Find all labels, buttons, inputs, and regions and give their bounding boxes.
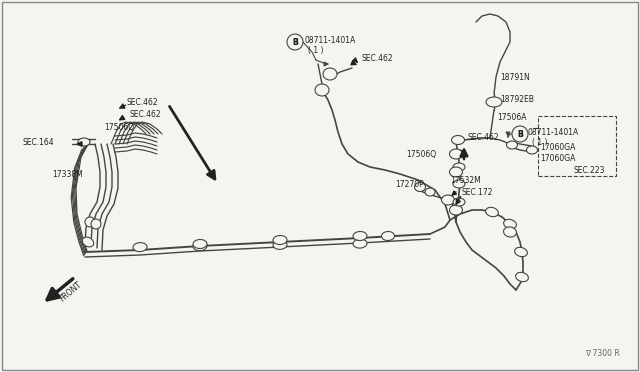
Ellipse shape	[453, 150, 465, 158]
Text: 18792EB: 18792EB	[500, 94, 534, 103]
Ellipse shape	[353, 231, 367, 241]
Ellipse shape	[193, 242, 207, 251]
Bar	[538, 116, 616, 176]
Text: SEC.223: SEC.223	[574, 166, 605, 174]
Ellipse shape	[453, 180, 465, 188]
Ellipse shape	[315, 84, 329, 96]
Text: 17506A: 17506A	[497, 112, 527, 122]
Ellipse shape	[78, 138, 90, 146]
Ellipse shape	[133, 243, 147, 251]
Ellipse shape	[83, 237, 93, 247]
Ellipse shape	[515, 247, 527, 257]
Circle shape	[512, 126, 528, 142]
Ellipse shape	[486, 97, 502, 107]
Text: 17338M: 17338M	[52, 170, 83, 179]
Text: B: B	[292, 38, 298, 46]
Ellipse shape	[273, 240, 287, 249]
Text: B: B	[292, 38, 298, 46]
Ellipse shape	[504, 219, 516, 229]
Ellipse shape	[415, 183, 426, 192]
Ellipse shape	[486, 207, 499, 217]
Text: ∇ 7300 R: ∇ 7300 R	[585, 349, 620, 358]
Text: ( 1 ): ( 1 )	[532, 138, 547, 147]
Text: ( 1 ): ( 1 )	[308, 45, 323, 55]
Circle shape	[91, 219, 101, 229]
Text: 18791N: 18791N	[500, 73, 530, 81]
Circle shape	[85, 217, 95, 227]
Text: 08711-1401A: 08711-1401A	[528, 128, 579, 137]
Ellipse shape	[506, 141, 518, 149]
Text: FRONT: FRONT	[58, 280, 84, 304]
Ellipse shape	[516, 272, 529, 282]
Text: SEC.462: SEC.462	[126, 97, 157, 106]
Ellipse shape	[449, 167, 463, 177]
Text: SEC.164: SEC.164	[22, 138, 54, 147]
Ellipse shape	[504, 227, 516, 237]
Ellipse shape	[449, 149, 463, 159]
Text: 17532M: 17532M	[450, 176, 481, 185]
Ellipse shape	[453, 163, 465, 171]
Ellipse shape	[323, 68, 337, 80]
Text: SEC.172: SEC.172	[462, 187, 493, 196]
Ellipse shape	[527, 146, 538, 154]
Ellipse shape	[449, 205, 463, 215]
Text: SEC.462: SEC.462	[468, 132, 500, 141]
Text: 17060GA: 17060GA	[540, 154, 575, 163]
Text: 17506Q: 17506Q	[104, 122, 134, 131]
Text: SEC.462: SEC.462	[130, 109, 162, 119]
Ellipse shape	[451, 135, 465, 144]
Ellipse shape	[453, 198, 465, 206]
Ellipse shape	[273, 235, 287, 244]
Ellipse shape	[425, 188, 435, 196]
Text: B: B	[517, 129, 523, 138]
Text: 17270P: 17270P	[395, 180, 424, 189]
Ellipse shape	[193, 240, 207, 248]
Text: B: B	[517, 129, 523, 138]
Text: 17060GA: 17060GA	[540, 142, 575, 151]
Ellipse shape	[353, 239, 367, 248]
Circle shape	[287, 34, 303, 50]
Ellipse shape	[442, 195, 454, 205]
Text: SEC.462: SEC.462	[362, 54, 394, 62]
Text: 17506Q: 17506Q	[406, 150, 436, 158]
Ellipse shape	[381, 231, 394, 241]
Text: 08711-1401A: 08711-1401A	[305, 35, 356, 45]
